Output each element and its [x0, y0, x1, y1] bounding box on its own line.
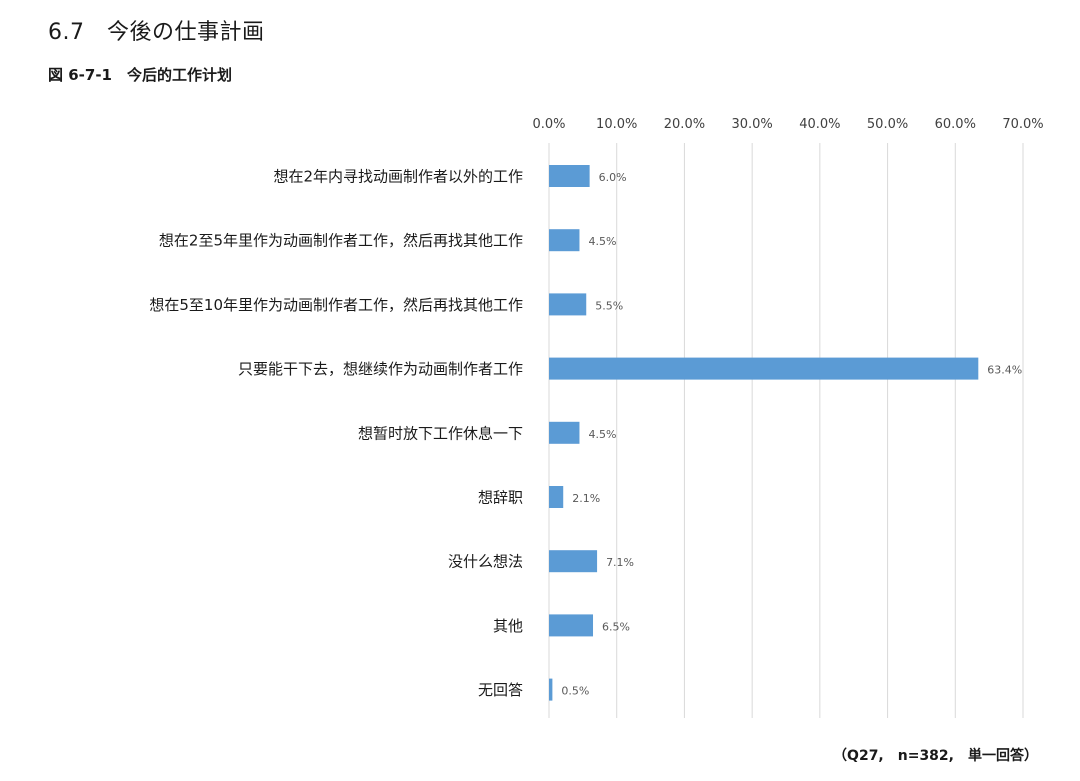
x-tick-label: 50.0% [867, 117, 908, 132]
category-label: 想在2至5年里作为动画制作者工作，然后再找其他工作 [159, 232, 523, 250]
section-title: 6.7 今後の仕事計画 [48, 20, 265, 45]
x-axis-ticks: 0.0% 10.0% 20.0% 30.0% 40.0% 50.0% 60.0% 70.0% [532, 117, 1043, 132]
value-labels: 6.0% 4.5% 5.5% 63.4% 4.5% 2.1% 7.1% 6.5% 0.5% [561, 171, 1022, 698]
figure-caption: 図 6-7-1 今后的工作计划 [48, 66, 232, 84]
bar [549, 486, 564, 508]
x-tick-label: 60.0% [935, 117, 976, 132]
x-tick-label: 0.0% [532, 117, 565, 132]
category-label: 想在2年内寻找动画制作者以外的工作 [273, 168, 523, 186]
category-label: 想暂时放下工作休息一下 [358, 424, 523, 442]
data-label: 4.5% [588, 428, 616, 441]
chart-bars [549, 165, 979, 701]
footnote: （Q27, n=382, 単一回答） [833, 748, 1038, 764]
x-tick-label: 40.0% [799, 117, 840, 132]
category-label: 想在5至10年里作为动画制作者工作，然后再找其他工作 [149, 296, 523, 314]
bar [549, 165, 590, 187]
x-tick-label: 70.0% [1002, 117, 1043, 132]
bar [549, 293, 587, 316]
bar [549, 421, 580, 444]
bar [549, 357, 979, 380]
data-label: 2.1% [572, 492, 600, 505]
category-labels: 想在2年内寻找动画制作者以外的工作想在2至5年里作为动画制作者工作，然后再找其他… [149, 168, 523, 700]
category-label: 没什么想法 [448, 553, 523, 571]
data-label: 6.5% [602, 620, 630, 633]
bar [549, 229, 580, 252]
category-label: 其他 [493, 617, 523, 635]
data-label: 5.5% [595, 299, 623, 312]
x-tick-label: 30.0% [731, 117, 772, 132]
data-label: 4.5% [588, 235, 616, 248]
data-label: 7.1% [606, 556, 634, 569]
category-label: 只要能干下去，想继续作为动画制作者工作 [238, 360, 523, 378]
bar [549, 614, 594, 637]
category-label: 想辞职 [478, 489, 523, 507]
data-label: 6.0% [599, 171, 627, 184]
category-label: 无回答 [478, 681, 523, 699]
data-label: 63.4% [987, 364, 1022, 377]
bar [549, 550, 598, 573]
x-tick-label: 20.0% [664, 117, 705, 132]
data-label: 0.5% [561, 685, 589, 698]
bar [549, 678, 553, 701]
x-tick-label: 10.0% [596, 117, 637, 132]
